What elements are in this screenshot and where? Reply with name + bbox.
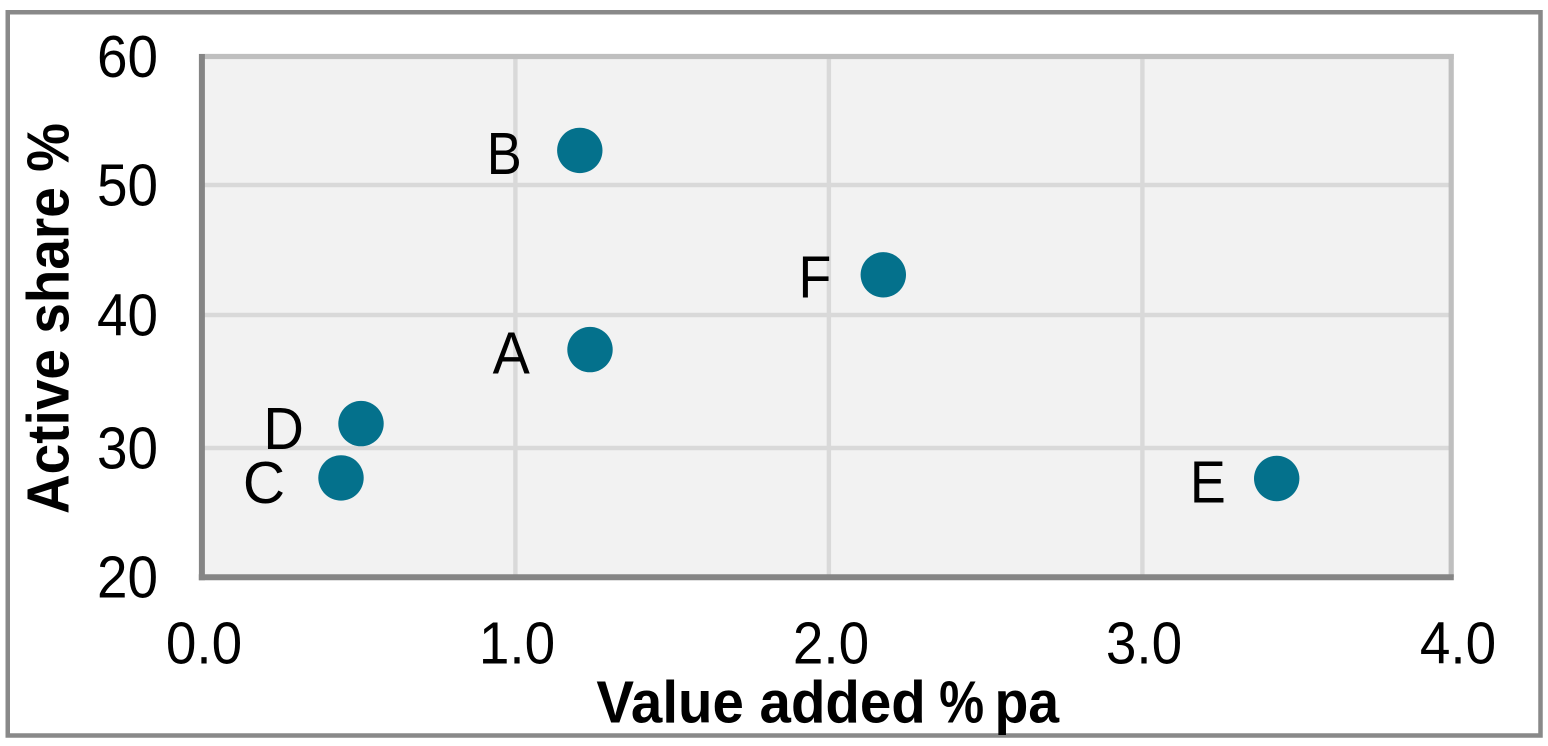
svg-text:Value added: Value added — [596, 670, 925, 736]
svg-text:A: A — [493, 321, 531, 387]
svg-text:60: 60 — [97, 24, 158, 90]
svg-text:3.0: 3.0 — [1106, 610, 1182, 676]
svg-text:30: 30 — [97, 415, 158, 481]
svg-text:E: E — [1190, 450, 1226, 516]
svg-text:1.0: 1.0 — [479, 610, 555, 676]
svg-text:B: B — [487, 121, 522, 187]
svg-text:4.0: 4.0 — [1420, 610, 1496, 676]
svg-text:20: 20 — [97, 545, 158, 611]
svg-text:2.0: 2.0 — [793, 610, 869, 676]
svg-text:50: 50 — [97, 152, 158, 218]
svg-text:pa: pa — [994, 670, 1060, 736]
svg-text:D: D — [263, 396, 304, 462]
svg-text:F: F — [799, 245, 832, 311]
svg-text:%: % — [939, 670, 984, 736]
svg-text:C: C — [243, 450, 285, 516]
svg-text:40: 40 — [97, 282, 158, 348]
svg-text:Active share %: Active share % — [16, 123, 82, 514]
svg-text:0.0: 0.0 — [166, 610, 242, 676]
